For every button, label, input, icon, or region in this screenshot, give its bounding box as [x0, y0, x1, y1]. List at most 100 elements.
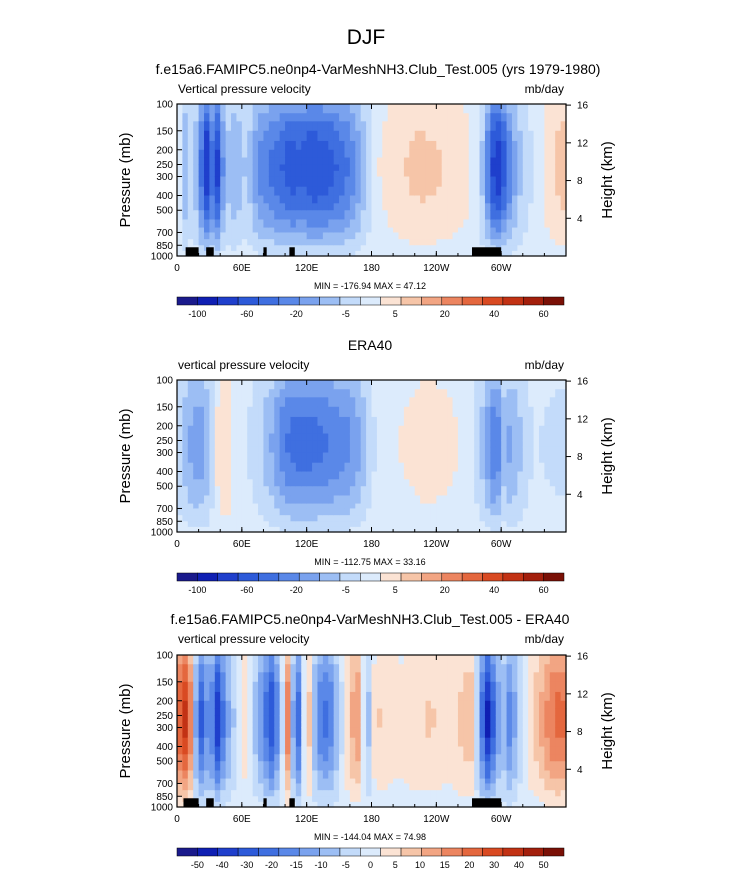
field-cell: [204, 664, 211, 673]
field-cell: [317, 521, 324, 528]
field-cell: [339, 471, 346, 480]
field-cell: [322, 440, 329, 448]
field-cell: [522, 471, 529, 480]
field-cell: [371, 239, 378, 246]
field-cell: [403, 406, 410, 418]
field-cell: [241, 681, 248, 693]
field-cell: [447, 486, 454, 497]
field-cell: [393, 790, 400, 797]
field-cell: [349, 250, 356, 257]
colorbar-swatch: [543, 296, 565, 306]
field-cell: [501, 130, 508, 142]
field-cell: [544, 164, 551, 172]
field-cell: [403, 691, 410, 702]
colorbar-label: 20: [464, 860, 474, 870]
field-cell: [555, 681, 562, 693]
field-cell: [225, 186, 232, 197]
field-cell: [322, 700, 329, 710]
field-cell: [285, 495, 292, 505]
field-cell: [511, 515, 518, 522]
colorbar-swatch: [197, 572, 218, 582]
field-cell: [425, 462, 432, 473]
field-cell: [328, 681, 335, 693]
field-cell: [285, 655, 292, 665]
field-cell: [187, 232, 194, 240]
field-cell: [414, 446, 421, 454]
field-cell: [511, 526, 518, 533]
field-cell: [506, 397, 513, 408]
field-cell: [560, 452, 567, 464]
field-cell: [403, 425, 410, 435]
field-cell: [517, 245, 524, 252]
field-cell: [420, 801, 427, 808]
field-cell: [236, 380, 243, 390]
field-cell: [501, 104, 508, 114]
field-cell: [285, 515, 292, 522]
field-cell: [425, 130, 432, 142]
x-tick-label: 60W: [491, 814, 512, 825]
field-cell: [349, 186, 356, 197]
field-cell: [187, 239, 194, 246]
field-cell: [528, 245, 535, 252]
field-cell: [182, 700, 189, 710]
field-cell: [263, 761, 270, 772]
field-cell: [182, 406, 189, 418]
field-cell: [285, 232, 292, 240]
land-mask: [206, 247, 214, 256]
field-cell: [258, 195, 265, 204]
field-cell: [398, 380, 405, 390]
field-cell: [231, 664, 238, 673]
field-cell: [198, 526, 205, 533]
field-cell: [425, 746, 432, 755]
field-cell: [214, 210, 221, 221]
field-cell: [193, 232, 200, 240]
field-cell: [533, 503, 540, 510]
field-cell: [403, 446, 410, 454]
field-cell: [484, 227, 491, 234]
field-cell: [484, 770, 491, 780]
field-cell: [312, 140, 319, 151]
field-cell: [236, 446, 243, 454]
field-cell: [560, 406, 567, 418]
field-cell: [457, 503, 464, 510]
colorbar-swatch: [380, 296, 402, 306]
field-cell: [317, 186, 324, 197]
field-cell: [457, 526, 464, 533]
field-cell: [204, 397, 211, 408]
field-cell: [457, 708, 464, 717]
field-cell: [538, 416, 545, 427]
field-cell: [425, 219, 432, 229]
field-cell: [258, 416, 265, 427]
field-cell: [457, 790, 464, 797]
field-cell: [382, 140, 389, 151]
field-cell: [533, 737, 540, 748]
field-cell: [544, 176, 551, 188]
field-cell: [182, 715, 189, 723]
field-cell: [522, 104, 529, 114]
field-cell: [295, 446, 302, 454]
field-cell: [355, 440, 362, 448]
field-cell: [468, 130, 475, 142]
field-cell: [517, 149, 524, 159]
field-cell: [452, 737, 459, 748]
field-cell: [328, 121, 335, 132]
field-cell: [274, 495, 281, 505]
field-cell: [322, 397, 329, 408]
field-cell: [317, 664, 324, 673]
field-cell: [560, 503, 567, 510]
field-cell: [247, 655, 254, 665]
colorbar-label: -50: [191, 860, 204, 870]
field-cell: [560, 164, 567, 172]
field-cell: [317, 754, 324, 762]
field-cell: [501, 406, 508, 418]
field-cell: [322, 655, 329, 665]
y-tick-label: 400: [156, 467, 173, 478]
field-cell: [393, 452, 400, 464]
field-cell: [339, 433, 346, 442]
field-cell: [263, 157, 270, 166]
field-cell: [544, 681, 551, 693]
field-cell: [511, 157, 518, 166]
field-cell: [263, 389, 270, 398]
field-cell: [252, 721, 259, 729]
field-cell: [339, 203, 346, 211]
